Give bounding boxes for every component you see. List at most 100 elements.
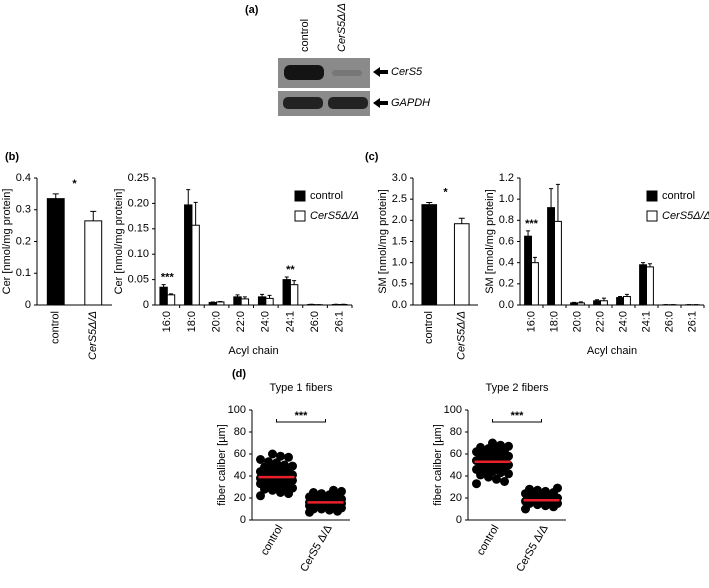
x-axis-label: Acyl chain	[228, 345, 278, 357]
bar	[233, 296, 242, 306]
bar	[257, 296, 267, 306]
y-tick-label: 40	[234, 470, 246, 482]
y-axis-label: SM [nmol/mg protein]	[377, 189, 389, 294]
x-tick-label: CerS5 Δ/Δ	[298, 522, 335, 574]
error-bar	[218, 300, 223, 302]
data-point	[496, 440, 505, 450]
significance: ***	[295, 410, 309, 422]
bar	[554, 220, 562, 306]
significance: ***	[161, 272, 175, 284]
bar	[646, 266, 654, 306]
data-point	[472, 479, 481, 489]
y-tick-label: 20	[234, 492, 246, 504]
data-point	[553, 483, 562, 493]
y-tick-label: 2.0	[392, 214, 407, 226]
error-bar	[235, 294, 240, 297]
x-tick-label: 24:1	[284, 311, 296, 332]
x-tick-label: 16:0	[161, 311, 173, 332]
y-tick-label: 40	[450, 470, 462, 482]
y-tick-label: 0.05	[128, 274, 149, 286]
error-bar	[90, 210, 97, 221]
y-tick-label: 0.0	[499, 299, 514, 311]
error-bar	[647, 263, 652, 267]
y-tick-label: 0.8	[499, 214, 514, 226]
y-tick-label: 0	[25, 299, 31, 311]
data-point	[504, 441, 513, 451]
error-bar	[186, 189, 191, 205]
bar	[240, 298, 250, 306]
y-tick-label: 2.5	[392, 193, 407, 205]
bar	[547, 207, 555, 306]
error-bar	[641, 262, 646, 265]
x-tick-label: 22:0	[594, 311, 606, 332]
significance: ***	[511, 410, 525, 422]
y-tick-label: 1.0	[392, 257, 407, 269]
x-tick-label: 20:0	[571, 311, 583, 332]
legend-label: CerS5Δ/Δ	[662, 210, 709, 222]
data-point	[525, 484, 534, 494]
data-point	[276, 451, 285, 461]
bar	[453, 223, 470, 306]
bar	[46, 198, 65, 306]
error-bar	[624, 293, 629, 297]
blot-band	[284, 65, 324, 80]
x-tick-label: 24:0	[617, 311, 629, 332]
bar	[600, 300, 608, 306]
x-tick-label: 16:0	[525, 311, 537, 332]
y-tick-label: 0.2	[499, 278, 514, 290]
y-axis-label: SM [nmol/mg protein]	[484, 189, 496, 294]
y-tick-label: 0.3	[16, 204, 31, 216]
y-tick-label: 60	[234, 448, 246, 460]
error-bar	[555, 183, 560, 222]
legend-label: control	[662, 190, 695, 202]
y-tick-label: 3.0	[392, 172, 407, 184]
significance: ***	[525, 218, 539, 230]
error-bar	[572, 301, 577, 303]
x-tick-label: 24:1	[640, 311, 652, 332]
y-tick-label: 60	[450, 448, 462, 460]
error-bar	[426, 202, 433, 205]
x-tick-label: control	[423, 311, 435, 344]
y-tick-label: 0.2	[16, 235, 31, 247]
y-tick-label: 0.0	[392, 299, 407, 311]
error-bar	[618, 296, 623, 298]
legend-swatch	[646, 190, 658, 202]
significance-bracket	[276, 419, 326, 423]
data-point	[337, 486, 346, 496]
legend-swatch	[294, 190, 306, 202]
y-tick-label: 0.6	[499, 235, 514, 247]
panel-label: (b)	[5, 151, 19, 163]
y-tick-label: 100	[444, 404, 462, 416]
bar	[289, 284, 299, 306]
bar	[208, 301, 218, 306]
x-tick-label: 26:0	[309, 311, 321, 332]
legend-label: CerS5Δ/Δ	[310, 210, 359, 222]
y-tick-label: 0.4	[499, 257, 514, 269]
error-bar	[161, 284, 166, 288]
y-axis-label: fiber caliber [µm]	[432, 424, 444, 506]
significance: *	[72, 178, 77, 190]
x-tick-label: 26:0	[663, 311, 675, 332]
data-point	[329, 485, 338, 495]
bar	[616, 297, 624, 306]
y-tick-label: 0.25	[128, 172, 149, 184]
error-bar	[284, 276, 289, 280]
x-tick-label: control	[259, 523, 286, 558]
bar	[216, 301, 225, 306]
error-bar	[260, 293, 265, 297]
data-point	[541, 486, 550, 496]
bar	[593, 300, 601, 306]
data-point	[488, 438, 497, 448]
x-tick-label: CerS5 Δ/Δ	[514, 522, 551, 574]
data-point	[280, 460, 289, 470]
data-point	[317, 489, 326, 499]
arrow	[373, 67, 388, 77]
error-bar	[601, 297, 606, 301]
panel-label: (d)	[232, 368, 246, 380]
significance: **	[286, 264, 295, 276]
legend-swatch	[294, 210, 306, 222]
error-bar	[292, 280, 297, 285]
y-tick-label: 0.5	[392, 278, 407, 290]
x-tick-label: 18:0	[186, 311, 198, 332]
